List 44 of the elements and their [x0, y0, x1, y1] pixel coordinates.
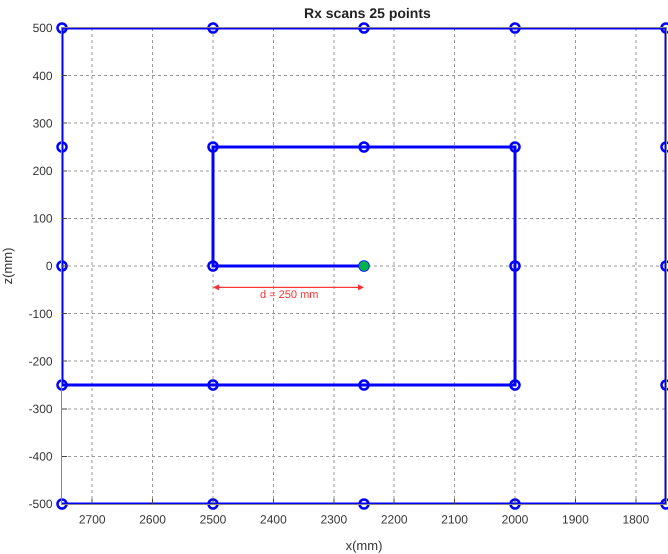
- point: [207, 260, 219, 272]
- point: [509, 22, 521, 34]
- x-tick-label: 2300: [320, 512, 348, 526]
- x-tick-label: 2600: [139, 512, 166, 526]
- y-tick-label: -200: [28, 354, 53, 368]
- y-tick-label: -300: [28, 402, 53, 416]
- point: [358, 498, 370, 510]
- annotation: d = 250 mm: [260, 289, 318, 301]
- point: [358, 379, 370, 391]
- point: [56, 260, 68, 272]
- point: [56, 141, 68, 153]
- x-tick-label: 1900: [562, 512, 590, 526]
- y-tick-label: 0: [46, 259, 53, 274]
- x-axis-title: x(mm): [346, 538, 382, 553]
- point: [207, 498, 219, 510]
- y-tick-label: 500: [32, 21, 53, 36]
- x-tick-label: 2700: [78, 512, 106, 526]
- x-tick-label: 1800: [622, 512, 650, 526]
- x-tick-label: 2000: [502, 512, 529, 526]
- y-tick-label: 400: [32, 68, 53, 83]
- point: [207, 22, 219, 34]
- y-tick-label: -400: [28, 450, 53, 464]
- point: [509, 379, 521, 391]
- y-tick-label: 100: [32, 212, 53, 226]
- y-tick-label: 300: [32, 116, 53, 130]
- y-axis-title: z(mm): [0, 248, 15, 284]
- point: [358, 141, 370, 153]
- point: [207, 379, 219, 391]
- point: [56, 498, 68, 510]
- x-tick-label: 2100: [441, 512, 468, 526]
- y-tick-label: 200: [32, 164, 53, 178]
- chart-title: Rx scans 25 points: [304, 5, 432, 22]
- point: [509, 260, 521, 272]
- point: [56, 379, 68, 391]
- point: [358, 22, 370, 34]
- x-tick-label: 2400: [260, 512, 288, 526]
- x-tick-label: 2200: [380, 512, 408, 526]
- x-tick-label: 2500: [200, 512, 227, 526]
- point: [56, 22, 68, 34]
- point: [509, 498, 521, 510]
- point: [207, 141, 219, 153]
- y-tick-label: -100: [28, 306, 53, 321]
- point: [509, 141, 521, 153]
- y-tick-label: -500: [28, 497, 53, 512]
